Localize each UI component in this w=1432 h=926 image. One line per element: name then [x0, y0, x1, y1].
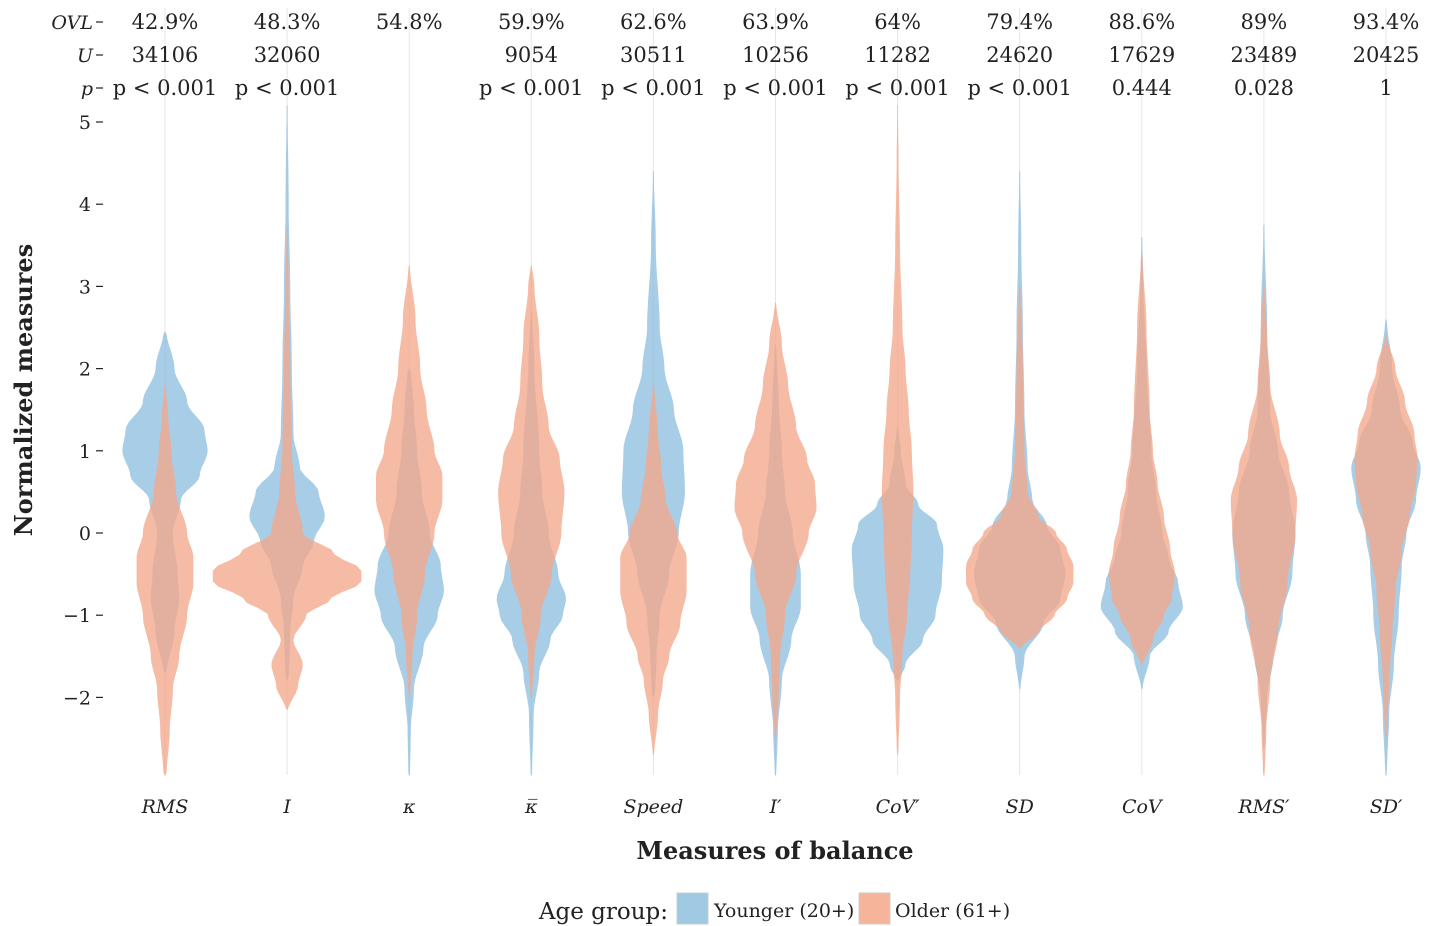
stat-ovl-value: 79.4% — [986, 10, 1053, 34]
x-tick-label: CoV — [1122, 796, 1164, 818]
x-tick-label: κ̅ — [524, 796, 538, 818]
stat-u-value: 10256 — [742, 43, 809, 67]
stat-u-value: 20425 — [1353, 43, 1420, 67]
stat-u-value: 11282 — [864, 43, 931, 67]
stat-ovl-value: 64% — [874, 10, 921, 34]
stat-ovl-value: 63.9% — [742, 10, 809, 34]
violin-older-1 — [212, 228, 362, 710]
y-tick-label: 5 — [79, 112, 91, 134]
stat-u-value: 9054 — [505, 43, 558, 67]
legend-title: Age group: — [538, 899, 668, 925]
stat-row-label: U — [77, 45, 94, 67]
stat-row-label: p — [81, 78, 93, 100]
stat-p-value: p < 0.001 — [113, 76, 218, 100]
y-axis: −2 −1 0 1 2 3 4 5 — [63, 112, 103, 709]
violin-older-3 — [498, 265, 565, 698]
violin-older-6 — [881, 105, 914, 755]
stat-p-value: p < 0.001 — [845, 76, 950, 100]
stat-ovl-value: 59.9% — [498, 10, 565, 34]
y-tick-label: 2 — [79, 359, 91, 381]
y-tick-label: −2 — [63, 687, 91, 709]
stat-p-value: p < 0.001 — [601, 76, 706, 100]
y-tick-label: −1 — [63, 605, 91, 627]
x-tick-label: RMS — [141, 796, 189, 818]
stat-u-value: 32060 — [254, 43, 321, 67]
y-tick-label: 1 — [79, 441, 91, 463]
stat-p-value: 0.028 — [1234, 76, 1294, 100]
violin-older-4 — [620, 385, 687, 755]
x-tick-label: CoV′ — [876, 796, 921, 818]
stat-p-value: 1 — [1379, 76, 1392, 100]
violin-older-5 — [734, 302, 817, 739]
x-tick-label: SD — [1006, 796, 1034, 818]
stat-ovl-value: 42.9% — [132, 10, 199, 34]
stat-u-value: 17629 — [1108, 43, 1175, 67]
x-tick-label: RMS′ — [1237, 796, 1290, 818]
violin-older-10 — [1354, 335, 1418, 739]
stat-p-value: p < 0.001 — [967, 76, 1072, 100]
stat-p-value: p < 0.001 — [235, 76, 340, 100]
legend-label-younger: Younger (20+) — [713, 900, 854, 922]
x-axis-title: Measures of balance — [636, 836, 913, 865]
legend: Age group: Younger (20+) Older (61+) — [538, 892, 1010, 925]
y-tick-label: 3 — [79, 276, 91, 298]
stat-u-value: 30511 — [620, 43, 687, 67]
legend-swatch-younger — [676, 892, 709, 925]
stat-ovl-value: 89% — [1241, 10, 1288, 34]
violin-older-2 — [376, 265, 443, 698]
stat-rows: OVL 42.9% 48.3% 54.8% 59.9% 62.6% 63.9% 64% 79.4… — [51, 10, 1419, 100]
stat-ovl-value: 48.3% — [254, 10, 321, 34]
stat-u-value: 34106 — [132, 43, 199, 67]
stat-p-value: p < 0.001 — [723, 76, 828, 100]
x-tick-label: SD′ — [1370, 796, 1403, 818]
stat-ovl-value: 62.6% — [620, 10, 687, 34]
y-tick-label: 4 — [79, 194, 91, 216]
x-tick-label: Speed — [623, 796, 683, 818]
x-tick-label: I′ — [769, 796, 783, 818]
x-tick-label: I — [282, 796, 291, 818]
y-tick-label: 0 — [79, 523, 91, 545]
violin-older-8 — [1108, 253, 1175, 665]
x-tick-label: κ — [402, 796, 416, 818]
stat-ovl-value: 88.6% — [1108, 10, 1175, 34]
stat-row-label: OVL — [51, 12, 93, 34]
violin-older-7 — [966, 286, 1074, 649]
stat-ovl-value: 93.4% — [1353, 10, 1420, 34]
stat-u-value: 23489 — [1230, 43, 1297, 67]
stat-ovl-value: 54.8% — [376, 10, 443, 34]
y-axis-title: Normalized measures — [9, 244, 38, 536]
legend-swatch-older — [858, 892, 891, 925]
stat-u-value: 24620 — [986, 43, 1053, 67]
violins — [122, 105, 1421, 776]
violin-older-9 — [1230, 286, 1297, 776]
stat-p-value: 0.444 — [1112, 76, 1172, 100]
stat-p-value: p < 0.001 — [479, 76, 584, 100]
legend-label-older: Older (61+) — [895, 900, 1010, 922]
violin-older-0 — [136, 385, 194, 776]
